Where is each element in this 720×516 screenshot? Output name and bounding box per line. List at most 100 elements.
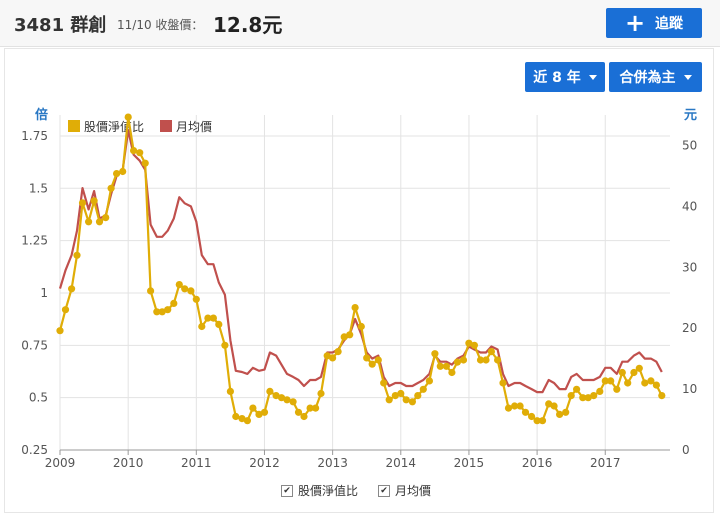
pb-point [397,389,405,398]
left-tick-label: 0.5 [29,391,48,405]
right-tick-label: 20 [682,321,697,335]
legend-label: 股價淨值比 [84,119,144,134]
header-bar: 3481 群創 11/10 收盤價： 12.8元 + 追蹤 [0,0,720,47]
pb-point [317,389,325,398]
pb-point [85,218,93,226]
pb-point [584,394,592,402]
left-tick-label: 0.75 [21,338,48,352]
pb-point [641,379,649,387]
pb-point [567,392,575,400]
pb-point [192,295,200,303]
pb-point [158,308,166,316]
pb-point [175,281,183,289]
pb-point [119,167,127,176]
pb-point [601,377,609,385]
pb-point [635,364,643,372]
left-tick-label: 1.75 [21,129,48,143]
pb-point [90,197,98,205]
pb-point [425,377,433,385]
pb-point [294,408,303,416]
pb-point [340,333,348,341]
pb-point [283,396,291,404]
pb-point [647,377,655,385]
pb-point [170,299,178,307]
follow-button[interactable]: + 追蹤 [606,8,702,38]
pb-point [312,404,320,412]
pb-point [260,408,269,416]
legend-toggle-price[interactable]: ✔ 月均價 [378,482,431,499]
pb-point [368,360,376,368]
left-axis-ticks: 0.25 0.5 0.75 1 1.25 1.5 1.75 [21,129,48,457]
pb-point [596,387,604,395]
legend-swatch [68,120,80,132]
pb-point [538,417,547,425]
scope-dropdown[interactable]: 合併為主 [609,62,702,92]
pb-point [494,356,502,364]
pb-point [658,392,666,400]
x-tick-label: 2013 [317,456,348,470]
pb-point [351,304,359,312]
pb-point [391,392,399,400]
pb-point [402,396,410,404]
pb-point [181,285,189,293]
left-tick-label: 1.25 [21,234,48,248]
right-axis-ticks: 0 10 20 30 40 50 [682,138,697,457]
legend-label: 月均價 [176,120,212,134]
x-tick-label: 2011 [181,456,212,470]
pb-point [334,348,342,356]
pb-point [618,368,626,377]
pb-point [448,368,456,377]
x-tick-label: 2009 [45,456,76,470]
pb-point [289,398,297,406]
pb-point [78,199,87,207]
x-axis-ticks: 2009 2010 2011 2012 2013 2014 2015 2016 2017 [45,450,621,470]
pb-point [238,415,246,423]
checkbox-checked-icon[interactable]: ✔ [281,484,293,497]
legend-toggle-pb[interactable]: ✔ 股價淨值比 [281,482,358,499]
pb-point [476,356,485,364]
right-tick-label: 50 [682,138,697,152]
pb-point [607,377,615,385]
caret-down-icon [683,74,692,80]
pb-point [153,308,161,316]
legend: 股價淨值比 月均價 [68,119,212,134]
pb-point [221,341,229,349]
pb-point [374,356,382,364]
x-tick-label: 2017 [590,456,621,470]
pb-point [277,394,286,402]
pb-point [363,354,371,362]
left-tick-label: 1.5 [29,181,48,195]
pb-point [652,381,661,389]
legend-swatch [160,120,172,132]
pb-point [95,218,104,226]
pb-point [533,417,541,425]
right-tick-label: 40 [682,199,697,213]
pb-point [545,400,553,408]
x-tick-label: 2015 [454,456,485,470]
pb-point [164,306,172,314]
left-tick-label: 0.25 [21,443,48,457]
range-dropdown[interactable]: 近 8 年 [525,62,605,92]
pb-point [579,394,587,402]
x-tick-label: 2016 [522,456,553,470]
follow-button-label: 追蹤 [655,16,684,32]
pb-point [624,379,632,387]
pb-line [58,115,663,422]
pb-point [272,392,280,400]
pb-point [187,287,195,295]
pb-point [459,356,468,364]
pb-point [408,398,416,406]
pb-point [209,314,217,322]
pb-point [630,368,638,377]
pb-point [204,314,212,322]
pb-point [61,306,70,314]
x-tick-label: 2012 [249,456,280,470]
pb-point [482,356,490,364]
pb-point [130,147,138,155]
pb-point [357,322,365,331]
checkbox-checked-icon[interactable]: ✔ [378,484,390,497]
plus-icon: + [624,9,646,37]
pb-point [102,214,110,222]
pb-point [255,410,263,418]
pb-point [516,402,524,410]
